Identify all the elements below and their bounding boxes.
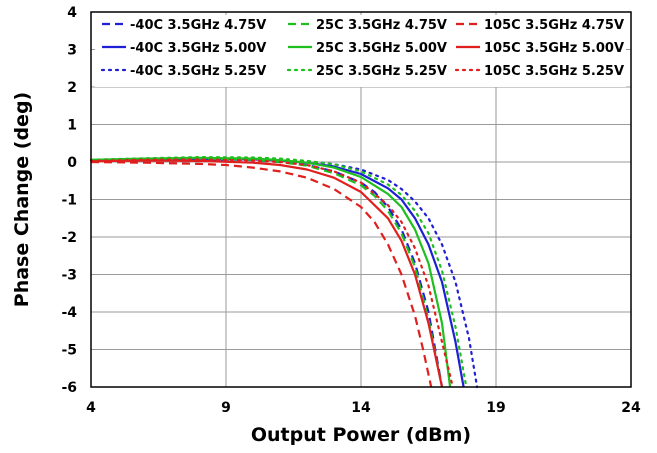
y-tick-label: 3 [67, 43, 77, 59]
legend: -40C 3.5GHz 4.75V -40C 3.5GHz 5.00V -40C 3… [95, 15, 626, 87]
series-line [89, 156, 468, 389]
x-tick-label: 19 [486, 400, 505, 416]
plot-frame [90, 11, 632, 388]
series-line [90, 157, 465, 388]
series-line [90, 157, 444, 388]
legend-label: 105C 3.5GHz 4.75V [484, 18, 624, 33]
series-lines [89, 156, 479, 389]
series-line [89, 158, 454, 389]
legend-label: -40C 3.5GHz 4.75V [130, 18, 266, 33]
y-tick-label: -3 [61, 268, 77, 284]
series-line [90, 159, 444, 388]
x-tick-label: 24 [621, 400, 641, 416]
legend-label: 25C 3.5GHz 4.75V [316, 18, 447, 33]
legend-label: 25C 3.5GHz 5.25V [316, 64, 447, 79]
y-axis-title: Phase Change (deg) [11, 92, 33, 307]
legend-label: 105C 3.5GHz 5.25V [484, 64, 624, 79]
y-tick-label: 1 [67, 118, 77, 134]
series-line [89, 157, 479, 389]
series-line [90, 160, 433, 388]
y-tick-label: -5 [61, 343, 77, 359]
y-tick-label: 2 [67, 80, 77, 96]
y-tick-label: 0 [67, 155, 77, 171]
y-tick-label: -1 [61, 193, 77, 209]
legend-label: -40C 3.5GHz 5.25V [130, 64, 266, 79]
x-axis-title: Output Power (dBm) [251, 424, 471, 446]
y-tick-label: -4 [61, 305, 77, 321]
y-tick-label: -2 [61, 230, 77, 246]
tick-labels: 4 9 14 19 24 4 3 2 1 0 -1 -2 -3 -4 -5 -6 [61, 5, 641, 416]
x-tick-label: 9 [221, 400, 231, 416]
series-line [90, 157, 444, 388]
legend-label: 25C 3.5GHz 5.00V [316, 41, 447, 56]
legend-background [95, 15, 626, 87]
series-line [90, 156, 452, 388]
y-tick-label: -6 [61, 380, 77, 396]
x-tick-label: 4 [86, 400, 96, 416]
legend-label: 105C 3.5GHz 5.00V [484, 41, 624, 56]
x-tick-label: 14 [351, 400, 371, 416]
y-tick-label: 4 [67, 5, 77, 21]
legend-label: -40C 3.5GHz 5.00V [130, 41, 266, 56]
